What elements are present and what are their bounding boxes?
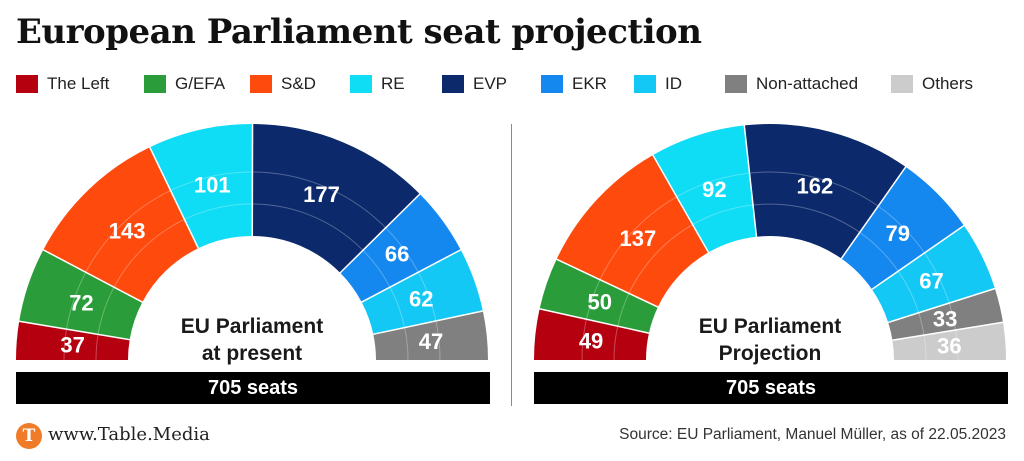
total-seats-bar-projection: 705 seats (534, 372, 1008, 404)
seat-value-non-attached-projection: 33 (933, 306, 957, 331)
segment-divider-present (42, 248, 144, 304)
seat-segment-non-attached-projection (888, 288, 1003, 341)
seat-value-others-projection: 36 (937, 334, 961, 359)
legend-swatch-re (350, 75, 372, 93)
legend-item-ekr: EKR (541, 72, 607, 96)
legend-swatch-id (634, 75, 656, 93)
legend-item-g-efa: G/EFA (144, 72, 225, 96)
seat-value-ekr-projection: 79 (885, 221, 909, 246)
segment-divider-projection (743, 124, 758, 238)
panel-divider (511, 124, 512, 406)
seat-value-evp-present: 177 (303, 182, 340, 207)
legend-label-others: Others (922, 74, 974, 93)
seat-value-g-efa-present: 72 (69, 290, 93, 315)
legend-swatch-g-efa (144, 75, 166, 93)
legend-item-re: RE (350, 72, 405, 96)
seat-segment-the-left-projection (534, 308, 649, 360)
seat-value-re-projection: 92 (702, 177, 726, 202)
source-note: Source: EU Parliament, Manuel Müller, as… (619, 426, 1006, 443)
seat-segment-sandd-projection (556, 155, 709, 308)
seat-row-ring-1-projection (613, 203, 927, 361)
legend-item-non-attached: Non-attached (725, 72, 858, 96)
segment-divider-present (360, 248, 462, 304)
seat-segment-ekr-projection (841, 166, 964, 290)
seat-value-the-left-present: 37 (60, 333, 84, 358)
legend-label-non-attached: Non-attached (756, 74, 859, 93)
total-seats-bar-present: 705 seats (16, 372, 490, 404)
seat-value-non-attached-present: 47 (419, 329, 443, 354)
segment-divider-projection (870, 224, 966, 291)
segment-divider-present (18, 320, 131, 341)
legend-swatch-others (891, 75, 913, 93)
legend-label-the-left: The Left (47, 74, 110, 93)
center-label-line2-present: at present (202, 342, 302, 365)
seat-value-sandd-present: 143 (109, 218, 146, 243)
seat-segment-g-efa-present (19, 249, 143, 340)
seat-row-ring-2-projection (581, 171, 959, 361)
seat-segment-sandd-present (43, 147, 199, 303)
seat-value-g-efa-projection: 50 (587, 290, 611, 315)
legend-label-id: ID (665, 74, 682, 93)
seat-segment-evp-projection (744, 124, 906, 259)
seat-segment-ekr-present (340, 194, 461, 303)
seat-segment-non-attached-present (373, 310, 488, 360)
seat-value-id-projection: 67 (919, 269, 943, 294)
seat-segment-evp-present (252, 124, 420, 273)
legend-swatch-evp (442, 75, 464, 93)
legend-item-others: Others (891, 72, 973, 96)
segment-divider-projection (840, 165, 907, 260)
legend-item-the-left: The Left (16, 72, 109, 96)
seat-segment-id-present (361, 249, 483, 335)
seat-segment-the-left-present (16, 321, 130, 360)
chart-title: European Parliament seat projection (16, 12, 702, 52)
legend-swatch-the-left (16, 75, 38, 93)
segment-divider-projection (538, 307, 651, 335)
legend: The Left G/EFA S&D RE EVP EKR ID Non-att… (16, 72, 1016, 96)
legend-item-id: ID (634, 72, 682, 96)
seat-value-re-present: 101 (194, 172, 231, 197)
footer-url: www.Table.Media (48, 424, 210, 445)
seat-segment-re-present (149, 123, 253, 249)
segment-divider-present (338, 192, 422, 275)
seat-segment-re-projection (652, 125, 757, 253)
segment-divider-projection (891, 321, 1005, 342)
hemicycle-projection: 49 50 137 92 162 79 67 33 36 EU Parliament Project… (534, 124, 1006, 365)
segment-divider-present (372, 309, 484, 336)
segment-divider-projection (555, 258, 660, 309)
legend-item-evp: EVP (442, 72, 507, 96)
legend-label-re: RE (381, 74, 405, 93)
seat-segment-g-efa-projection (539, 259, 658, 334)
legend-swatch-non-attached (725, 75, 747, 93)
center-label-line1-projection: EU Parliament (699, 315, 841, 338)
segment-divider-present (148, 146, 200, 250)
seat-value-ekr-present: 66 (385, 242, 409, 267)
legend-label-g-efa: G/EFA (175, 74, 226, 93)
legend-swatch-s-and-d (250, 75, 272, 93)
legend-item-s-and-d: S&D (250, 72, 316, 96)
legend-label-evp: EVP (473, 74, 508, 93)
legend-label-ekr: EKR (572, 74, 607, 93)
legend-label-s-and-d: S&D (281, 74, 316, 93)
seat-value-evp-projection: 162 (796, 174, 833, 199)
legend-swatch-ekr (541, 75, 563, 93)
center-label-line1-present: EU Parliament (181, 315, 323, 338)
table-media-logo: T (16, 423, 42, 449)
seat-value-sandd-projection: 137 (620, 226, 657, 251)
seat-value-the-left-projection: 49 (579, 328, 603, 353)
segment-divider-projection (887, 287, 997, 324)
center-label-line2-projection: Projection (719, 342, 822, 365)
seat-value-id-present: 62 (409, 287, 433, 312)
seat-segment-others-projection (892, 322, 1006, 360)
segment-divider-projection (651, 153, 710, 254)
